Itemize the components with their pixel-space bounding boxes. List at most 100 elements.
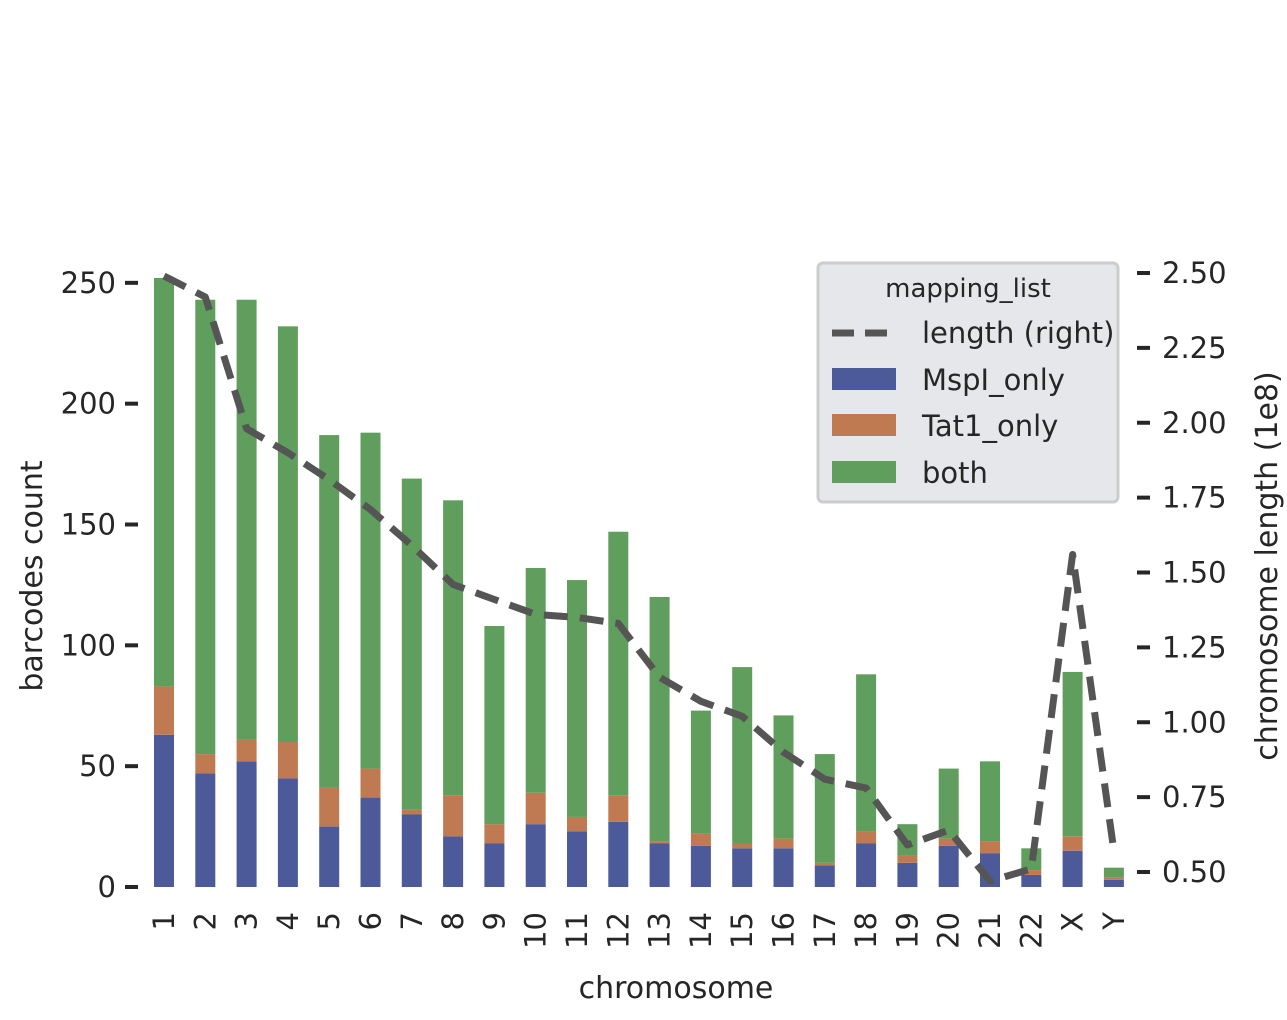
legend-label-tat1: Tat1_only [921,409,1058,443]
x-tick-label-1: 1 [147,912,181,930]
bar-mspi-only-chr-18 [856,843,877,887]
bar-tat1-only-chr-7 [401,809,422,815]
x-axis-label: chromosome [579,971,774,1006]
legend-label-both: both [922,456,988,490]
x-tick-label-10: 10 [519,912,553,949]
y-right-tick-label-8: 2.50 [1162,256,1227,290]
bar-tat1-only-chr-22 [1021,870,1042,875]
bar-both-chr-17 [814,754,835,863]
bar-tat1-only-chr-20 [938,838,959,846]
x-tick-label-20: 20 [932,912,966,949]
x-tick-label-21: 21 [973,912,1007,949]
y-right-tick-label-2: 1.00 [1162,705,1227,739]
bar-mspi-only-chr-12 [608,821,629,887]
bar-tat1-only-chr-11 [567,816,587,832]
x-tick-label-7: 7 [395,912,429,930]
bar-tat1-only-chr-15 [732,843,753,849]
x-tick-label-y: Y [1097,912,1131,931]
bar-mspi-only-chr-3 [236,761,257,887]
bar-mspi-only-chr-16 [773,848,794,887]
bar-mspi-only-chr-2 [195,773,216,887]
y-right-tick-label-1: 0.75 [1162,780,1227,814]
legend: mapping_list length (right) MspI_only Ta… [816,261,1120,504]
bar-tat1-only-chr-y [1103,877,1124,880]
x-tick-label-9: 9 [477,912,511,930]
y-tick-label-0: 0 [98,870,116,904]
bar-mspi-only-chr-17 [814,865,835,887]
bar-tat1-only-chr-5 [319,787,340,827]
x-tick-label-15: 15 [725,912,759,949]
bar-mspi-only-chr-10 [525,824,546,887]
x-tick-label-8: 8 [436,912,470,930]
bar-mspi-only-chr-x [1062,850,1083,887]
bar-both-chr-9 [484,626,505,825]
bar-tat1-only-chr-9 [484,824,505,844]
bar-tat1-only-chr-21 [980,841,1000,854]
bar-mspi-only-chr-14 [690,845,711,887]
bar-tat1-only-chr-14 [690,833,711,846]
y-tick-label-200: 200 [61,387,116,421]
bar-both-chr-4 [277,326,298,742]
bar-both-chr-6 [360,432,381,769]
bar-both-chr-3 [236,299,257,740]
y-right-tick-label-7: 2.25 [1162,331,1227,365]
x-tick-label-5: 5 [312,912,346,930]
bar-both-chr-13 [649,597,670,842]
bar-tat1-only-chr-13 [649,841,670,844]
bar-tat1-only-chr-10 [525,792,546,825]
bar-mspi-only-chr-22 [1021,874,1042,887]
y-tick-label-250: 250 [61,266,116,300]
x-tick-label-17: 17 [808,912,842,949]
bar-tat1-only-chr-6 [360,768,381,798]
bar-tat1-only-chr-3 [236,739,257,762]
bar-mspi-only-chr-8 [443,836,464,887]
bar-tat1-only-chr-18 [856,831,877,844]
x-tick-label-x: X [1056,912,1090,932]
bar-both-chr-7 [401,478,422,810]
x-tick-label-4: 4 [271,912,305,930]
y-right-tick-label-4: 1.50 [1162,556,1227,590]
bar-both-chr-20 [938,768,959,839]
bar-tat1-only-chr-4 [277,742,298,779]
y-tick-label-150: 150 [61,508,116,542]
y-axis-right-label: chromosome length (1e8) [1250,371,1285,761]
x-tick-label-22: 22 [1014,912,1048,949]
bar-both-chr-y [1103,867,1124,878]
legend-box [816,261,1120,504]
x-axis: 1 2 3 4 5 6 7 8 9 10 11 12 13 14 15 16 17 18 19 20 21 22 X Y [147,912,1131,949]
y-tick-label-50: 50 [79,749,116,783]
bar-tat1-only-chr-x [1062,836,1083,851]
left-axis: 0 50 100 150 200 250 [61,266,138,904]
bar-both-chr-12 [608,531,629,796]
bar-mspi-only-chr-5 [319,826,340,887]
right-axis: 0.50 0.75 1.00 1.25 1.50 1.75 2.00 2.25 2.50 [1137,256,1227,889]
bar-both-chr-x [1062,671,1083,837]
bar-mspi-only-chr-20 [938,845,959,887]
bar-tat1-only-chr-16 [773,838,794,849]
bar-both-chr-10 [525,568,546,793]
x-tick-label-11: 11 [560,912,594,949]
bar-both-chr-5 [319,435,340,788]
x-tick-label-2: 2 [188,912,222,930]
bar-both-chr-15 [732,667,753,844]
legend-label-line: length (right) [922,316,1114,350]
bar-both-chr-14 [690,710,711,834]
bar-mspi-only-chr-15 [732,848,753,887]
y-tick-label-100: 100 [61,628,116,662]
bar-mspi-only-chr-6 [360,797,381,887]
x-tick-label-6: 6 [354,912,388,930]
bar-mspi-only-chr-1 [154,734,174,887]
bar-both-chr-2 [195,299,216,755]
bar-mspi-only-chr-y [1103,879,1124,887]
bar-mspi-only-chr-7 [401,814,422,887]
length-line-layer [162,272,1118,885]
bar-both-chr-18 [856,674,877,832]
bar-mspi-only-chr-13 [649,843,670,887]
y-right-tick-label-6: 2.00 [1162,406,1227,440]
bar-both-chr-8 [443,500,464,796]
bar-both-chr-11 [567,580,587,817]
y-axis-label: barcodes count [15,460,50,691]
bar-both-chr-16 [773,715,794,839]
x-tick-label-13: 13 [643,912,677,949]
